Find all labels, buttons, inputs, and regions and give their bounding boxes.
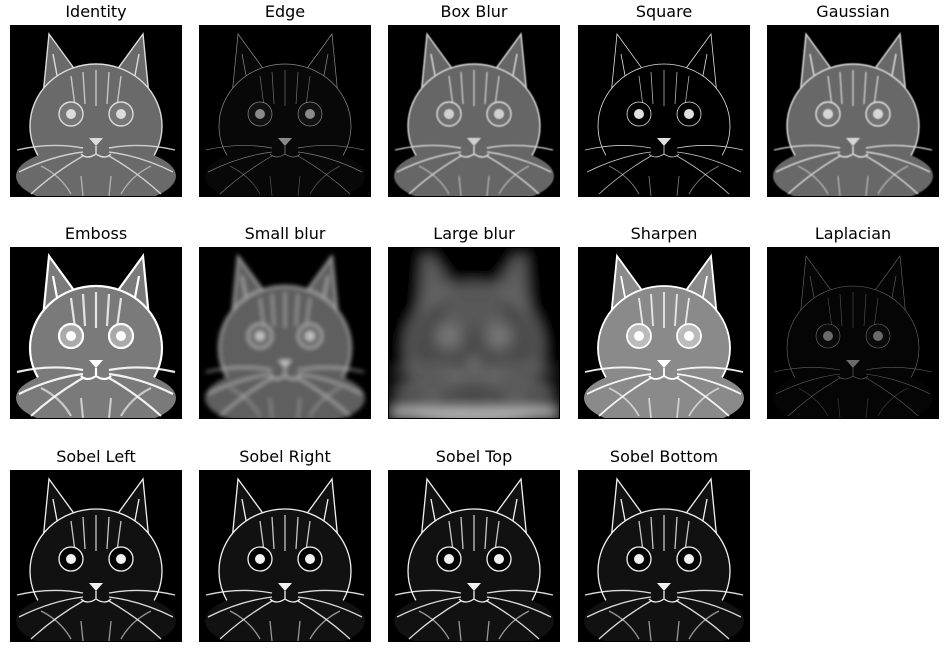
filtered-cat-image: [388, 25, 560, 197]
filtered-cat-image: [578, 470, 750, 642]
panel-title: Sharpen: [630, 224, 698, 243]
panel-title: Box Blur: [440, 2, 508, 21]
panel-title: Edge: [264, 2, 306, 21]
panel-title: Laplacian: [814, 224, 892, 243]
filtered-cat-image: [767, 25, 939, 197]
panel-title: Sobel Bottom: [609, 447, 719, 466]
panel-title: Emboss: [64, 224, 128, 243]
panel-title: Sobel Left: [56, 447, 136, 466]
panel-title: Large blur: [433, 224, 515, 243]
panel-title: Gaussian: [816, 2, 890, 21]
filtered-cat-image: [388, 470, 560, 642]
filtered-cat-image: [199, 247, 371, 419]
filtered-cat-image: [767, 247, 939, 419]
filtered-cat-image: [199, 470, 371, 642]
filtered-cat-image: [199, 25, 371, 197]
panel-title: Square: [635, 2, 693, 21]
panel-title: Identity: [65, 2, 127, 21]
filtered-cat-image: [10, 470, 182, 642]
filtered-cat-image: [10, 25, 182, 197]
panel-title: Sobel Top: [435, 447, 513, 466]
panel-title: Small blur: [244, 224, 326, 243]
panel-title: Sobel Right: [239, 447, 331, 466]
filtered-cat-image: [578, 25, 750, 197]
filtered-cat-image: [10, 247, 182, 419]
filtered-cat-image: [388, 247, 560, 419]
filtered-cat-image: [578, 247, 750, 419]
